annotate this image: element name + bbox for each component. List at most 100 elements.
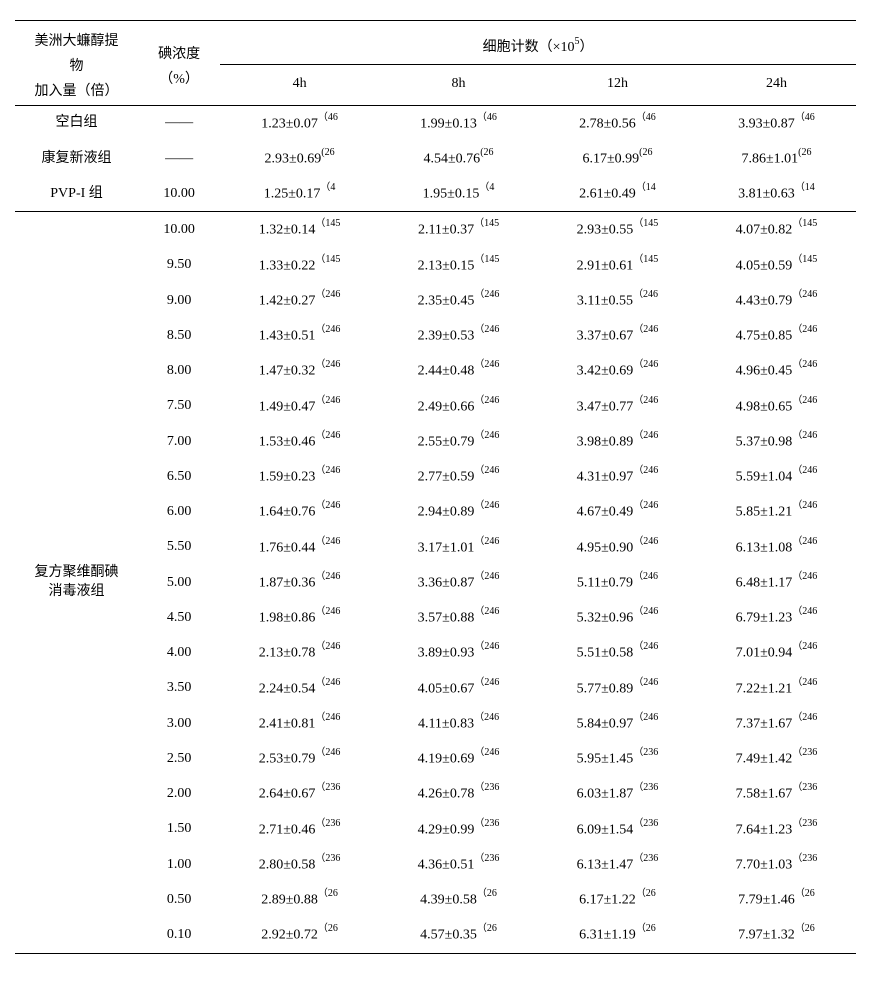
data-cell: 2.13±0.15（145 xyxy=(379,248,538,283)
header-text: 碘浓度 xyxy=(158,47,200,62)
data-cell: 5.59±1.04（246 xyxy=(697,459,856,494)
cell-superscript: （14 xyxy=(636,182,656,193)
cell-superscript: （46 xyxy=(318,112,338,123)
cell-superscript: （145 xyxy=(633,254,658,265)
cell-value: 4.26±0.78 xyxy=(418,787,475,802)
concentration-cell: 6.50 xyxy=(138,459,220,494)
header-text: 美洲大蠊醇提 xyxy=(35,34,119,49)
cell-value: 2.93±0.55 xyxy=(577,223,634,238)
cell-superscript: （246 xyxy=(633,677,658,688)
cell-superscript: （246 xyxy=(315,430,340,441)
table-row: 8.501.43±0.51（2462.39±0.53（2463.37±0.67（… xyxy=(15,318,856,353)
data-cell: 1.23±0.07（46 xyxy=(220,105,379,141)
cell-value: 6.31±1.19 xyxy=(579,928,636,943)
concentration-cell: 0.10 xyxy=(138,917,220,953)
data-cell: 7.64±1.23（236 xyxy=(697,812,856,847)
header-text: （%） xyxy=(159,72,199,87)
cell-value: 2.80±0.58 xyxy=(259,857,316,872)
cell-superscript: （246 xyxy=(474,465,499,476)
data-cell: 2.49±0.66（246 xyxy=(379,389,538,424)
cell-value: 3.98±0.89 xyxy=(577,434,634,449)
table-row: 2.002.64±0.67（2364.26±0.78（2366.03±1.87（… xyxy=(15,776,856,811)
data-cell: 3.93±0.87（46 xyxy=(697,105,856,141)
data-cell: 6.09±1.54（236 xyxy=(538,812,697,847)
cell-value: 2.24±0.54 xyxy=(259,681,316,696)
cell-superscript: （236 xyxy=(633,818,658,829)
cell-value: 3.89±0.93 xyxy=(418,646,475,661)
cell-superscript: （246 xyxy=(792,677,817,688)
cell-superscript: （246 xyxy=(474,747,499,758)
table-row: 3.002.41±0.81（2464.11±0.83（2465.84±0.97（… xyxy=(15,706,856,741)
cell-superscript: （246 xyxy=(474,395,499,406)
data-cell: 7.70±1.03（236 xyxy=(697,847,856,882)
cell-value: 5.51±0.58 xyxy=(577,646,634,661)
cell-value: 5.84±0.97 xyxy=(577,716,634,731)
data-cell: 2.61±0.49（14 xyxy=(538,176,697,212)
cell-superscript: （26 xyxy=(477,923,497,934)
data-cell: 3.57±0.88（246 xyxy=(379,600,538,635)
data-cell: 7.01±0.94（246 xyxy=(697,635,856,670)
cell-value: 4.98±0.65 xyxy=(736,399,793,414)
data-cell: 5.11±0.79（246 xyxy=(538,565,697,600)
cell-superscript: (26 xyxy=(480,147,493,158)
header-text: 加入量（倍） xyxy=(35,84,119,99)
cell-superscript: （246 xyxy=(315,641,340,652)
cell-superscript: （236 xyxy=(474,818,499,829)
table-row: 6.501.59±0.23（2462.77±0.59（2464.31±0.97（… xyxy=(15,459,856,494)
cell-superscript: （246 xyxy=(633,641,658,652)
cell-value: 1.25±0.17 xyxy=(264,187,321,202)
cell-superscript: （236 xyxy=(315,853,340,864)
data-cell: 3.98±0.89（246 xyxy=(538,424,697,459)
concentration-cell: 5.50 xyxy=(138,530,220,565)
cell-superscript: （246 xyxy=(792,606,817,617)
table-row: 5.501.76±0.44（2463.17±1.01（2464.95±0.90（… xyxy=(15,530,856,565)
data-cell: 5.84±0.97（246 xyxy=(538,706,697,741)
cell-superscript: （236 xyxy=(474,853,499,864)
data-cell: 2.41±0.81（246 xyxy=(220,706,379,741)
data-cell: 4.39±0.58（26 xyxy=(379,882,538,917)
data-cell: 1.49±0.47（246 xyxy=(220,389,379,424)
cell-value: 2.77±0.59 xyxy=(418,470,475,485)
cell-superscript: (26 xyxy=(321,147,334,158)
cell-superscript: （145 xyxy=(474,218,499,229)
data-cell: 7.97±1.32（26 xyxy=(697,917,856,953)
header-8h: 8h xyxy=(379,64,538,105)
data-cell: 2.89±0.88（26 xyxy=(220,882,379,917)
cell-value: 7.70±1.03 xyxy=(736,857,793,872)
concentration-cell: 7.50 xyxy=(138,389,220,424)
cell-value: 7.97±1.32 xyxy=(738,928,795,943)
cell-superscript: （145 xyxy=(315,218,340,229)
data-cell: 4.96±0.45（246 xyxy=(697,353,856,388)
cell-value: 2.13±0.78 xyxy=(259,646,316,661)
data-cell: 3.17±1.01（246 xyxy=(379,530,538,565)
concentration-cell: —— xyxy=(138,141,220,176)
concentration-cell: 9.50 xyxy=(138,248,220,283)
cell-value: 2.78±0.56 xyxy=(579,116,636,131)
cell-superscript: （246 xyxy=(474,500,499,511)
cell-value: 7.22±1.21 xyxy=(736,681,793,696)
cell-value: 7.01±0.94 xyxy=(736,646,793,661)
cell-superscript: （246 xyxy=(315,500,340,511)
table-row: 2.502.53±0.79（2464.19±0.69（2465.95±1.45（… xyxy=(15,741,856,776)
data-cell: 2.44±0.48（246 xyxy=(379,353,538,388)
table-row: 康复新液组——2.93±0.69(264.54±0.76(266.17±0.99… xyxy=(15,141,856,176)
cell-value: 4.05±0.67 xyxy=(418,681,475,696)
data-cell: 3.42±0.69（246 xyxy=(538,353,697,388)
cell-superscript: （236 xyxy=(633,747,658,758)
data-cell: 4.07±0.82（145 xyxy=(697,212,856,248)
table-row: 4.002.13±0.78（2463.89±0.93（2465.51±0.58（… xyxy=(15,635,856,670)
data-cell: 1.98±0.86（246 xyxy=(220,600,379,635)
data-cell: 7.79±1.46（26 xyxy=(697,882,856,917)
cell-value: 7.37±1.67 xyxy=(736,716,793,731)
concentration-cell: 7.00 xyxy=(138,424,220,459)
cell-value: 4.36±0.51 xyxy=(418,857,475,872)
data-cell: 7.49±1.42（236 xyxy=(697,741,856,776)
cell-superscript: （246 xyxy=(315,324,340,335)
table-row: 0.102.92±0.72（264.57±0.35（266.31±1.19（26… xyxy=(15,917,856,953)
data-cell: 6.48±1.17（246 xyxy=(697,565,856,600)
cell-superscript: （246 xyxy=(315,465,340,476)
cell-superscript: （236 xyxy=(792,818,817,829)
cell-superscript: （246 xyxy=(474,571,499,582)
data-cell: 1.43±0.51（246 xyxy=(220,318,379,353)
data-cell: 3.37±0.67（246 xyxy=(538,318,697,353)
